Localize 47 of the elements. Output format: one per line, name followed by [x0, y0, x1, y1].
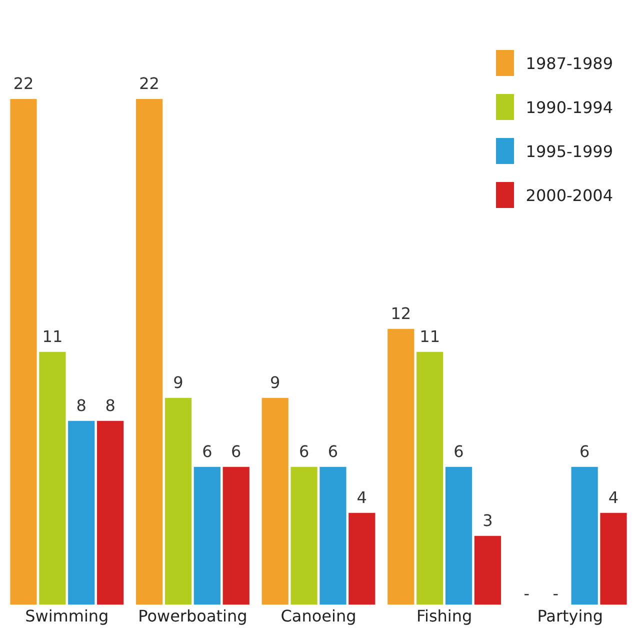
legend-label: 1987-1989	[526, 54, 613, 72]
legend-label: 1995-1999	[526, 142, 613, 160]
bar	[290, 466, 318, 605]
bar	[10, 98, 37, 605]
bar	[194, 466, 220, 605]
data-label: 6	[328, 442, 338, 462]
bar	[348, 512, 376, 605]
bar	[96, 420, 124, 605]
data-label: 6	[202, 442, 212, 462]
x-tick-label: Fishing	[416, 606, 472, 626]
data-label: 6	[231, 442, 242, 462]
x-tick-label: Powerboating	[138, 606, 248, 626]
bar	[68, 420, 95, 605]
bar	[571, 466, 598, 605]
bar	[136, 98, 163, 605]
x-tick-label: Partying	[537, 606, 603, 626]
bar	[262, 398, 288, 605]
text: -	[524, 584, 530, 603]
data-label: 3	[482, 510, 493, 530]
bar	[222, 466, 250, 605]
data-label: 11	[420, 327, 440, 346]
data-label: 6	[298, 442, 310, 462]
text: -	[552, 584, 559, 603]
bar	[416, 352, 444, 605]
data-label: 6	[579, 442, 590, 462]
data-label: 4	[356, 488, 367, 507]
data-label: 22	[139, 74, 160, 94]
data-label: 9	[173, 373, 184, 392]
bar	[39, 352, 66, 605]
bar	[320, 466, 346, 605]
data-label: 11	[42, 327, 63, 346]
data-label: 8	[76, 396, 86, 416]
legend-label: 2000-2004	[526, 186, 613, 204]
bar	[164, 398, 192, 605]
data-label: 6	[454, 442, 464, 462]
bar	[600, 512, 627, 605]
legend-label: 1990-1994	[526, 98, 613, 116]
data-label: 12	[390, 304, 412, 324]
data-label: 4	[608, 488, 619, 507]
bar	[388, 328, 414, 605]
data-label: 9	[270, 373, 280, 392]
data-label: 22	[13, 74, 34, 94]
data-label: 8	[105, 396, 116, 416]
x-tick-label: Canoeing	[280, 606, 356, 626]
bar	[445, 466, 472, 605]
bar	[474, 536, 502, 605]
x-tick-label: Swimming	[25, 606, 109, 626]
